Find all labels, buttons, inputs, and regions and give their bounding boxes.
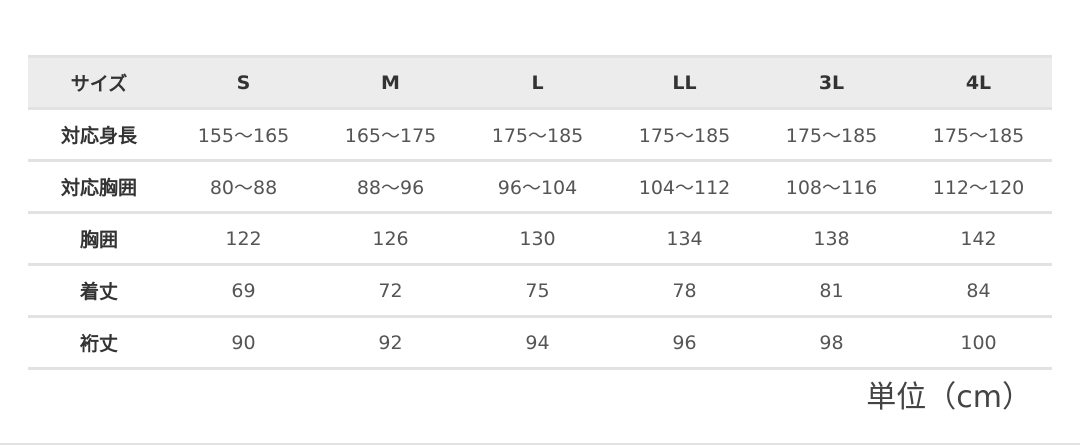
table-cell: 69 (170, 264, 317, 318)
size-chart-table: サイズ S M L LL 3L 4L 対応身長 155〜165 165〜175 175… (28, 55, 1052, 370)
table-cell: 175〜185 (464, 108, 611, 162)
table-cell: 165〜175 (317, 108, 464, 162)
table-cell: 138 (758, 212, 905, 266)
table-row: 裄丈 90 92 94 96 98 100 (28, 316, 1052, 370)
table-cell: 96 (611, 316, 758, 370)
table-cell: 142 (905, 212, 1052, 266)
table-cell: 75 (464, 264, 611, 318)
header-cell: M (317, 55, 464, 110)
table-cell: 88〜96 (317, 160, 464, 214)
row-label: 胸囲 (28, 212, 170, 266)
row-label: 対応胸囲 (28, 160, 170, 214)
table-cell: 108〜116 (758, 160, 905, 214)
table-cell: 155〜165 (170, 108, 317, 162)
table-cell: 134 (611, 212, 758, 266)
header-row: サイズ S M L LL 3L 4L (28, 55, 1052, 110)
table-cell: 94 (464, 316, 611, 370)
header-cell: LL (611, 55, 758, 110)
row-label: 着丈 (28, 264, 170, 318)
table-row: 対応胸囲 80〜88 88〜96 96〜104 104〜112 108〜116 112〜12… (28, 160, 1052, 214)
table-cell: 72 (317, 264, 464, 318)
header-cell: サイズ (28, 55, 170, 110)
table-cell: 98 (758, 316, 905, 370)
table-cell: 100 (905, 316, 1052, 370)
table-cell: 81 (758, 264, 905, 318)
header-cell: 3L (758, 55, 905, 110)
table-cell: 175〜185 (611, 108, 758, 162)
table-cell: 130 (464, 212, 611, 266)
table-cell: 112〜120 (905, 160, 1052, 214)
table-cell: 104〜112 (611, 160, 758, 214)
table-row: 着丈 69 72 75 78 81 84 (28, 264, 1052, 318)
unit-label: 単位（cm） (866, 380, 1032, 415)
table-row: 対応身長 155〜165 165〜175 175〜185 175〜185 175〜185 1… (28, 108, 1052, 162)
table-cell: 78 (611, 264, 758, 318)
header-cell: 4L (905, 55, 1052, 110)
divider (0, 443, 1080, 445)
table-cell: 175〜185 (905, 108, 1052, 162)
table-cell: 96〜104 (464, 160, 611, 214)
table-row: 胸囲 122 126 130 134 138 142 (28, 212, 1052, 266)
row-label: 対応身長 (28, 108, 170, 162)
table-cell: 92 (317, 316, 464, 370)
row-label: 裄丈 (28, 316, 170, 370)
header-cell: S (170, 55, 317, 110)
table-cell: 122 (170, 212, 317, 266)
table-cell: 126 (317, 212, 464, 266)
table-cell: 175〜185 (758, 108, 905, 162)
table-cell: 80〜88 (170, 160, 317, 214)
table-cell: 84 (905, 264, 1052, 318)
table-cell: 90 (170, 316, 317, 370)
header-cell: L (464, 55, 611, 110)
